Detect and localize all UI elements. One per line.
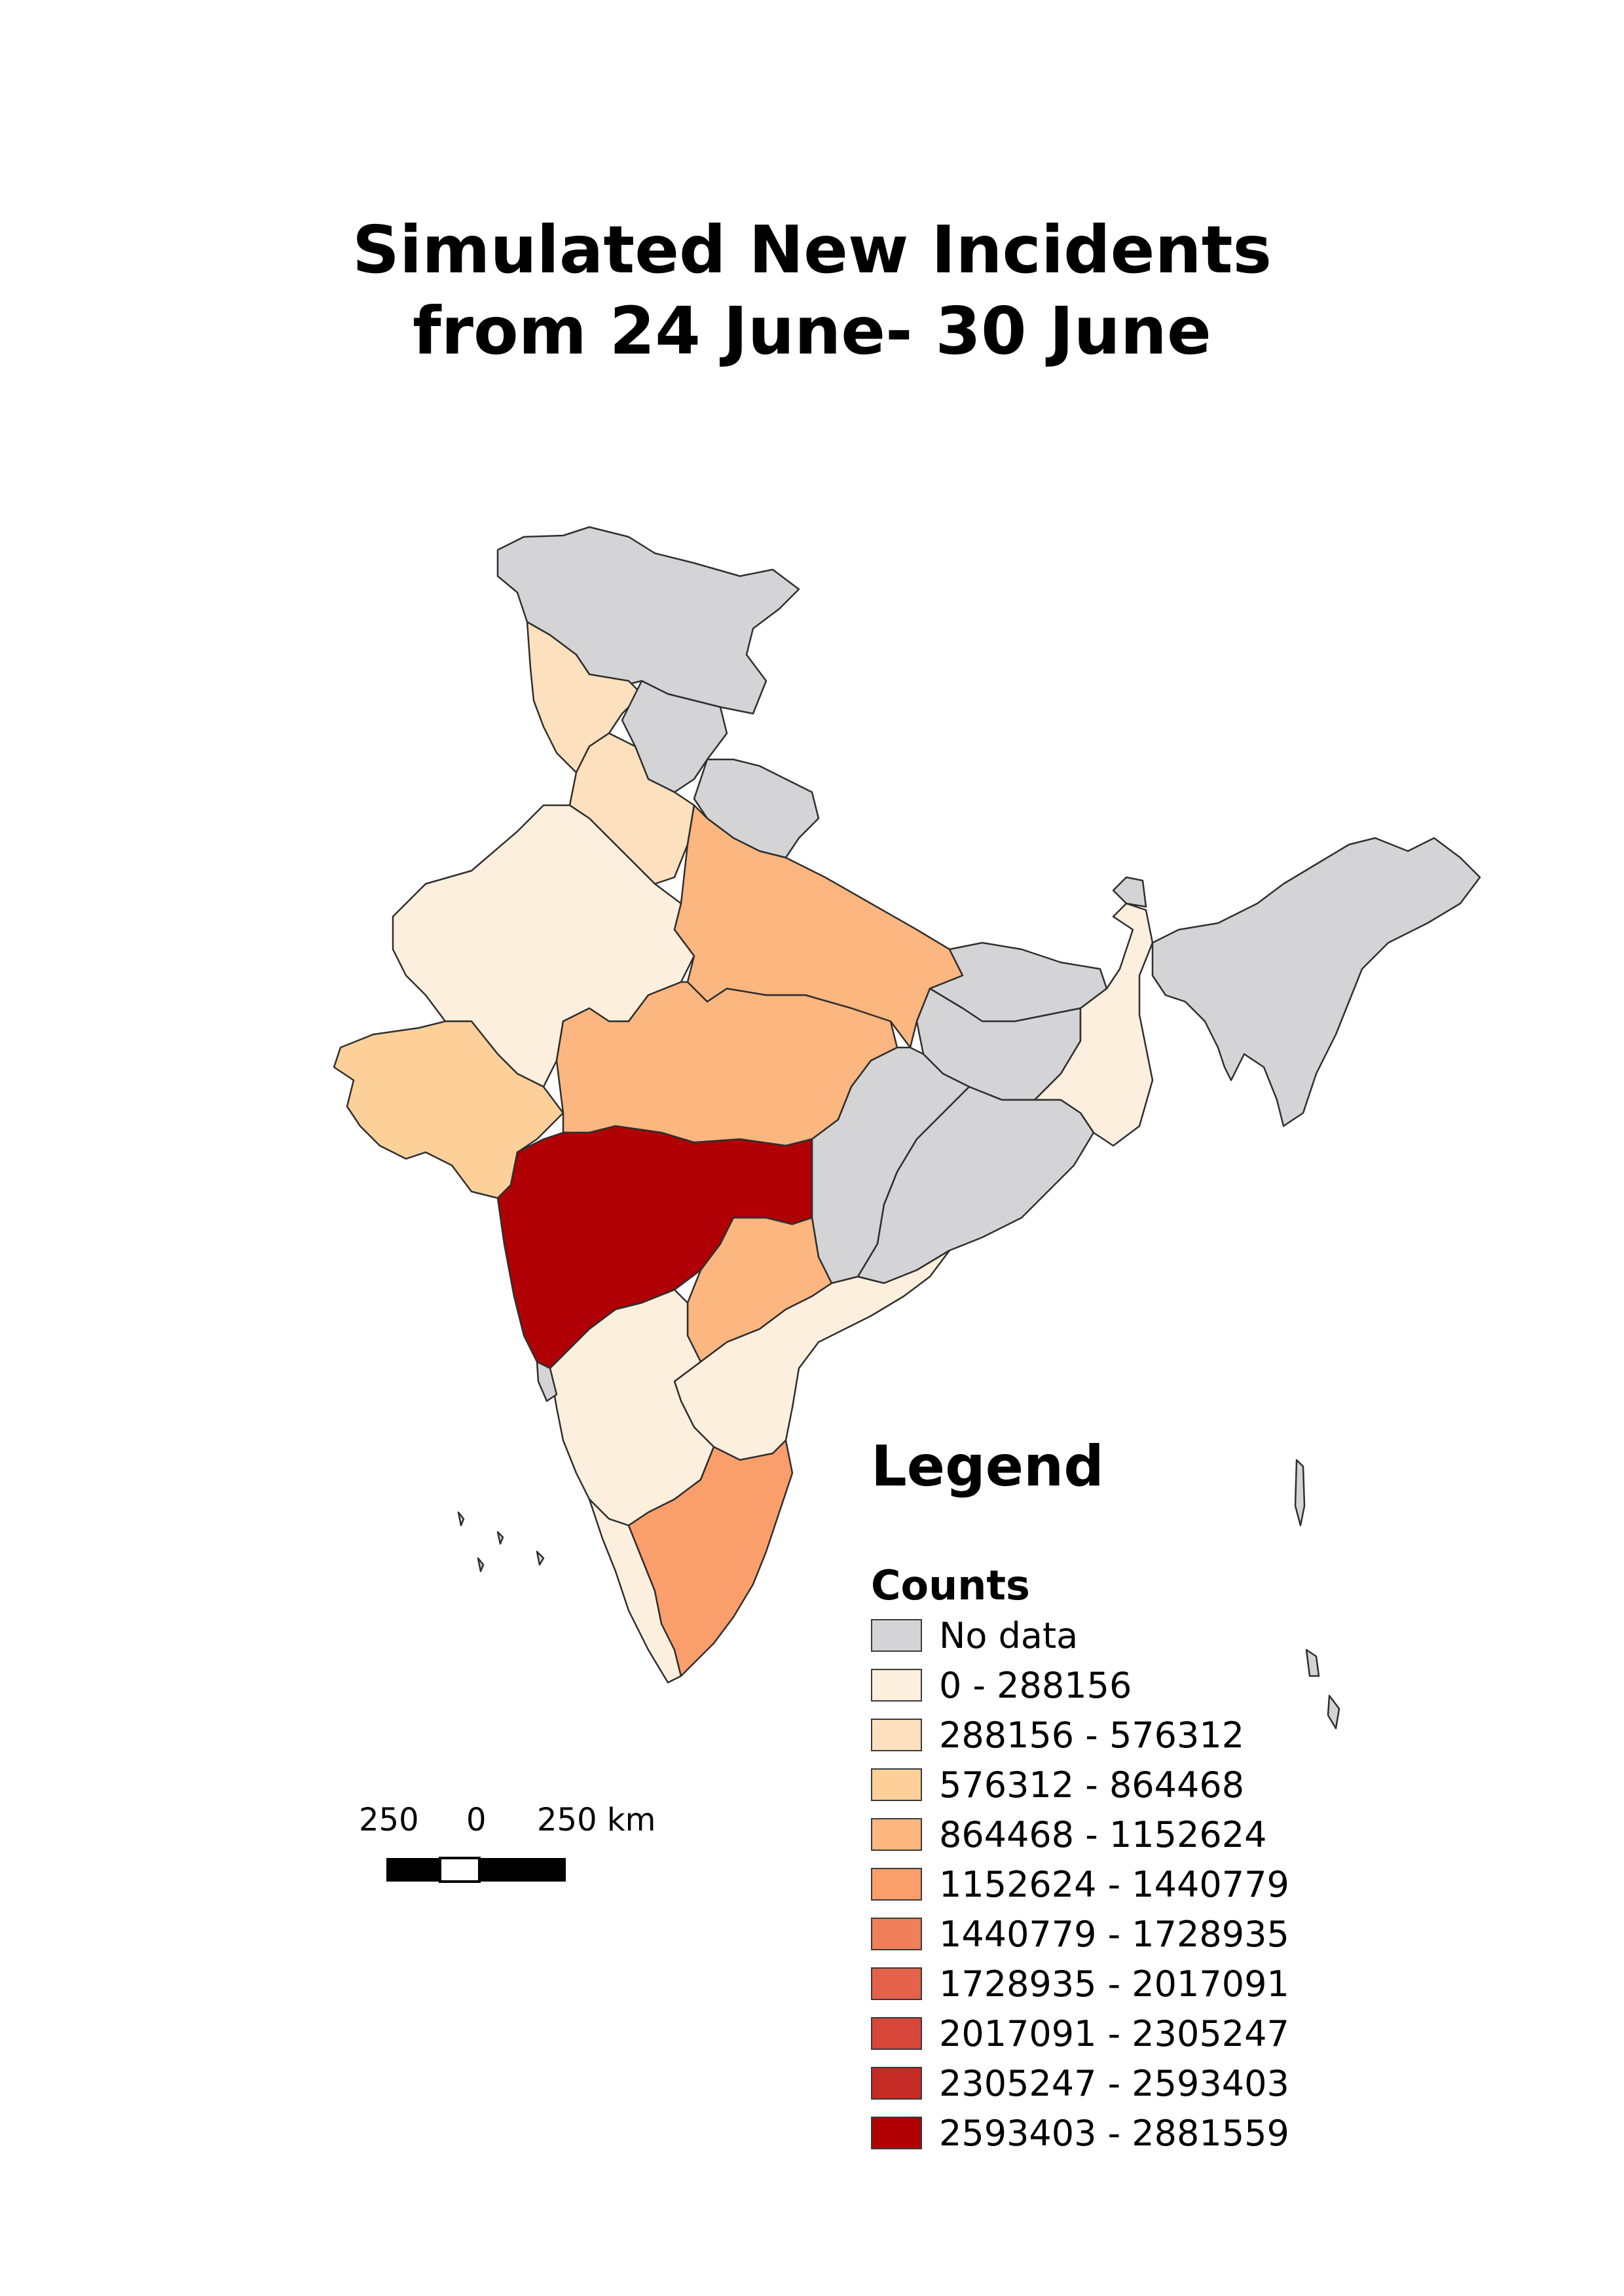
title-line-2: from 24 June- 30 June	[413, 293, 1211, 369]
legend-item: 1152624 - 1440779	[871, 1859, 1289, 1909]
legend-swatch	[871, 1669, 922, 1702]
legend-label: 2593403 - 2881559	[939, 2112, 1289, 2154]
legend-item: 2017091 - 2305247	[871, 2009, 1289, 2058]
legend-list: No data 0 - 288156 288156 - 576312 57631…	[871, 1611, 1289, 2158]
legend-swatch	[871, 1918, 922, 1950]
legend-label: 1728935 - 2017091	[939, 1963, 1289, 2005]
legend-item: 0 - 288156	[871, 1660, 1289, 1710]
legend-swatch	[871, 2117, 922, 2149]
legend-label: 1440779 - 1728935	[939, 1913, 1289, 1955]
legend-item: 1728935 - 2017091	[871, 1959, 1289, 2009]
scale-seg-1	[386, 1858, 440, 1882]
legend-swatch	[871, 1818, 922, 1851]
scale-seg-2	[439, 1857, 481, 1883]
legend-swatch	[871, 1868, 922, 1901]
region-karnataka	[549, 1288, 715, 1527]
legend-item: 1440779 - 1728935	[871, 1909, 1289, 1959]
scale-label-right: 250 km	[537, 1802, 656, 1838]
legend-subtitle: Counts	[871, 1561, 1030, 1609]
legend-swatch	[871, 1719, 922, 1751]
scale-label-zero: 0	[466, 1802, 487, 1838]
lakshadweep-islands	[457, 1511, 545, 1573]
legend-item: 2593403 - 2881559	[871, 2108, 1289, 2158]
region-himachal	[621, 680, 728, 793]
andaman-islands	[1294, 1459, 1340, 1730]
legend-item: 864468 - 1152624	[871, 1810, 1289, 1859]
legend-label: 576312 - 864468	[939, 1764, 1245, 1806]
scale-label-left: 250	[359, 1802, 419, 1838]
region-goa	[536, 1360, 558, 1402]
legend-label: 2305247 - 2593403	[939, 2062, 1289, 2104]
region-sikkim	[1112, 876, 1147, 908]
region-northeast	[1151, 837, 1481, 1127]
legend-swatch	[871, 2017, 922, 2050]
legend-swatch	[871, 2067, 922, 2100]
region-tamil-nadu	[627, 1439, 794, 1677]
legend-label: 2017091 - 2305247	[939, 2013, 1289, 2054]
legend-label: 0 - 288156	[939, 1664, 1132, 1706]
legend-item: 2305247 - 2593403	[871, 2058, 1289, 2108]
scale-bar	[386, 1857, 566, 1883]
legend-item: No data	[871, 1611, 1289, 1660]
region-odisha	[857, 1085, 1095, 1285]
legend-item: 576312 - 864468	[871, 1760, 1289, 1810]
legend-swatch	[871, 1967, 922, 2000]
legend-swatch	[871, 1768, 922, 1801]
legend-label: 864468 - 1152624	[939, 1813, 1267, 1855]
legend-label: No data	[939, 1614, 1079, 1656]
legend-title: Legend	[871, 1434, 1104, 1499]
scale-seg-3	[479, 1858, 566, 1882]
legend-label: 1152624 - 1440779	[939, 1863, 1289, 1905]
title-line-1: Simulated New Incidents	[352, 211, 1272, 288]
map-title: Simulated New Incidents from 24 June- 30…	[0, 210, 1624, 372]
legend-label: 288156 - 576312	[939, 1714, 1245, 1756]
legend-swatch	[871, 1619, 922, 1652]
region-west-bengal	[1033, 902, 1154, 1147]
legend-item: 288156 - 576312	[871, 1710, 1289, 1760]
